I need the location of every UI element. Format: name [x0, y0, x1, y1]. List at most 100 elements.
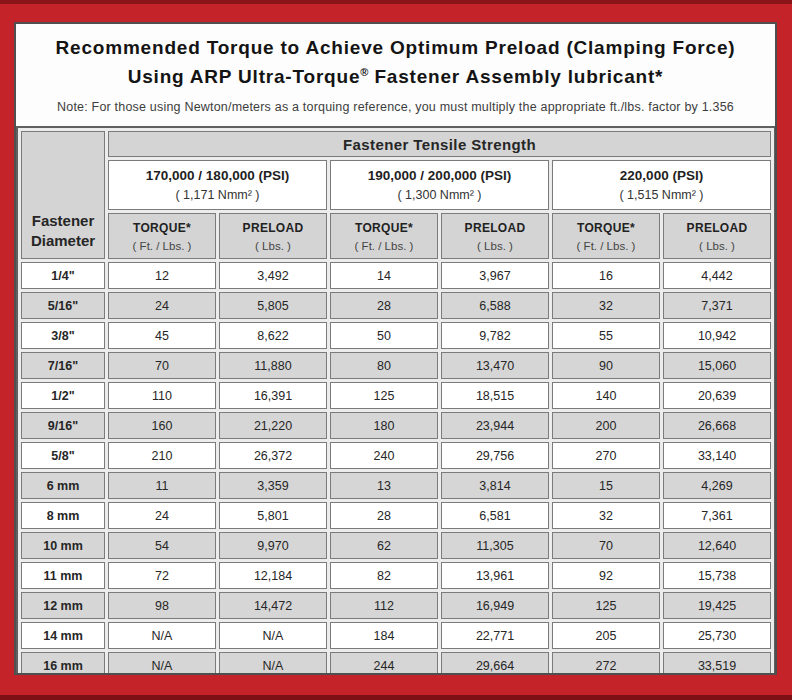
torque-unit: ( Ft. / Lbs. ) — [553, 240, 659, 252]
fastener-diameter-cell: 1/4" — [21, 262, 105, 289]
torque-value-cell: 210 — [108, 442, 216, 469]
preload-value-cell: 16,391 — [219, 382, 327, 409]
psi-group-220-label: 220,000 (PSI) — [553, 168, 770, 183]
torque-value-cell: 272 — [552, 652, 660, 675]
preload-unit: ( Lbs. ) — [664, 240, 770, 252]
table-row: 8 mm245,801286,581327,361 — [21, 502, 771, 529]
fastener-diameter-header: Fastener Diameter — [21, 131, 105, 259]
table-row: 1/4"123,492143,967164,442 — [21, 262, 771, 289]
torque-value-cell: 184 — [330, 622, 438, 649]
preload-unit: ( Lbs. ) — [442, 240, 548, 252]
table-row: 5/8"21026,37224029,75627033,140 — [21, 442, 771, 469]
table-row: 12 mm9814,47211216,94912519,425 — [21, 592, 771, 619]
preload-value-cell: 15,060 — [663, 352, 771, 379]
title-line2-pre: Using ARP Ultra-Torque — [128, 66, 361, 87]
torque-value-cell: 112 — [330, 592, 438, 619]
table-row: 14 mmN/AN/A18422,77120525,730 — [21, 622, 771, 649]
preload-value-cell: 8,622 — [219, 322, 327, 349]
preload-value-cell: 26,372 — [219, 442, 327, 469]
table-row: 9/16"16021,22018023,94420026,668 — [21, 412, 771, 439]
fastener-diameter-cell: 6 mm — [21, 472, 105, 499]
preload-value-cell: 15,738 — [663, 562, 771, 589]
torque-value-cell: 24 — [108, 292, 216, 319]
preload-value-cell: 3,492 — [219, 262, 327, 289]
preload-value-cell: 9,782 — [441, 322, 549, 349]
psi-group-170-180-label: 170,000 / 180,000 (PSI) — [109, 168, 326, 183]
preload-value-cell: 11,880 — [219, 352, 327, 379]
preload-value-cell: N/A — [219, 652, 327, 675]
torque-value-cell: 45 — [108, 322, 216, 349]
preload-value-cell: 4,442 — [663, 262, 771, 289]
torque-value-cell: 125 — [330, 382, 438, 409]
torque-value-cell: 240 — [330, 442, 438, 469]
unit-header-row: TORQUE* ( Ft. / Lbs. ) PRELOAD ( Lbs. ) … — [21, 213, 771, 259]
torque-value-cell: 13 — [330, 472, 438, 499]
psi-group-220: 220,000 (PSI) ( 1,515 Nmm² ) — [552, 160, 771, 210]
torque-unit: ( Ft. / Lbs. ) — [109, 240, 215, 252]
torque-value-cell: 160 — [108, 412, 216, 439]
table-row: 3/8"458,622509,7825510,942 — [21, 322, 771, 349]
torque-value-cell: 11 — [108, 472, 216, 499]
psi-group-row: 170,000 / 180,000 (PSI) ( 1,171 Nmm² ) 1… — [21, 160, 771, 210]
fastener-diameter-cell: 9/16" — [21, 412, 105, 439]
torque-value-cell: 140 — [552, 382, 660, 409]
fastener-diameter-cell: 16 mm — [21, 652, 105, 675]
fastener-diameter-cell: 12 mm — [21, 592, 105, 619]
preload-column-header: PRELOAD ( Lbs. ) — [663, 213, 771, 259]
fastener-diameter-header-line2: Diameter — [31, 232, 95, 249]
torque-value-cell: 70 — [552, 532, 660, 559]
psi-group-170-180-metric: ( 1,171 Nmm² ) — [109, 188, 326, 202]
torque-value-cell: 15 — [552, 472, 660, 499]
preload-value-cell: 25,730 — [663, 622, 771, 649]
torque-value-cell: 110 — [108, 382, 216, 409]
torque-value-cell: 200 — [552, 412, 660, 439]
preload-label: PRELOAD — [442, 221, 548, 235]
preload-value-cell: 13,961 — [441, 562, 549, 589]
torque-value-cell: 80 — [330, 352, 438, 379]
table-row: 6 mm113,359133,814154,269 — [21, 472, 771, 499]
torque-value-cell: 12 — [108, 262, 216, 289]
torque-value-cell: N/A — [108, 622, 216, 649]
torque-value-cell: 270 — [552, 442, 660, 469]
torque-value-cell: 24 — [108, 502, 216, 529]
preload-value-cell: 13,470 — [441, 352, 549, 379]
torque-value-cell: 180 — [330, 412, 438, 439]
table-body: 1/4"123,492143,967164,4425/16"245,805286… — [21, 262, 771, 675]
torque-table: Fastener Diameter Fastener Tensile Stren… — [16, 126, 776, 675]
fastener-diameter-cell: 14 mm — [21, 622, 105, 649]
preload-value-cell: 26,668 — [663, 412, 771, 439]
torque-value-cell: 32 — [552, 502, 660, 529]
torque-column-header: TORQUE* ( Ft. / Lbs. ) — [108, 213, 216, 259]
title-line2: Using ARP Ultra-Torque® Fastener Assembl… — [128, 66, 664, 87]
note-text: Note: For those using Newton/meters as a… — [26, 100, 765, 114]
fastener-diameter-cell: 5/16" — [21, 292, 105, 319]
torque-value-cell: 28 — [330, 292, 438, 319]
preload-unit: ( Lbs. ) — [220, 240, 326, 252]
preload-value-cell: 7,361 — [663, 502, 771, 529]
torque-value-cell: 50 — [330, 322, 438, 349]
torque-value-cell: 90 — [552, 352, 660, 379]
preload-value-cell: 10,942 — [663, 322, 771, 349]
torque-value-cell: 16 — [552, 262, 660, 289]
torque-value-cell: 70 — [108, 352, 216, 379]
fastener-diameter-cell: 3/8" — [21, 322, 105, 349]
psi-group-170-180: 170,000 / 180,000 (PSI) ( 1,171 Nmm² ) — [108, 160, 327, 210]
torque-value-cell: 14 — [330, 262, 438, 289]
preload-value-cell: 12,184 — [219, 562, 327, 589]
preload-column-header: PRELOAD ( Lbs. ) — [219, 213, 327, 259]
poster-frame: Recommended Torque to Achieve Optimum Pr… — [0, 0, 792, 700]
preload-value-cell: 29,664 — [441, 652, 549, 675]
torque-value-cell: 125 — [552, 592, 660, 619]
page-title: Recommended Torque to Achieve Optimum Pr… — [24, 34, 767, 91]
preload-value-cell: 7,371 — [663, 292, 771, 319]
preload-value-cell: 18,515 — [441, 382, 549, 409]
preload-value-cell: 6,588 — [441, 292, 549, 319]
preload-value-cell: 5,805 — [219, 292, 327, 319]
preload-value-cell: 5,801 — [219, 502, 327, 529]
fastener-diameter-cell: 10 mm — [21, 532, 105, 559]
title-line1: Recommended Torque to Achieve Optimum Pr… — [56, 37, 736, 58]
preload-value-cell: 33,140 — [663, 442, 771, 469]
psi-group-190-200-label: 190,000 / 200,000 (PSI) — [331, 168, 548, 183]
preload-value-cell: 9,970 — [219, 532, 327, 559]
preload-value-cell: 3,967 — [441, 262, 549, 289]
